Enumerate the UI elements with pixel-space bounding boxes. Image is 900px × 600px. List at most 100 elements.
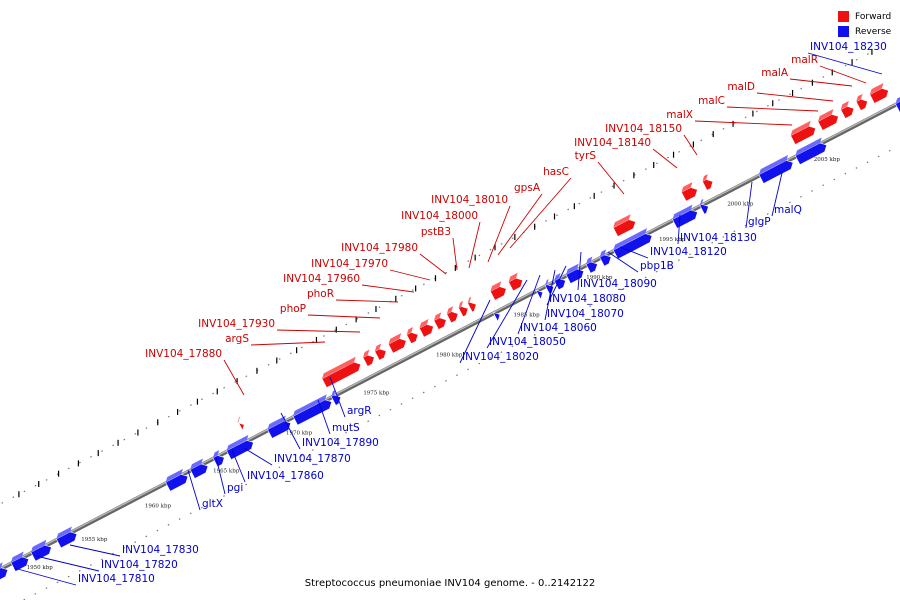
reverse-gene-label: INV104_18080: [549, 293, 626, 305]
reverse-gene-label: INV104_17810: [78, 573, 155, 585]
reverse-gene-box-top: [212, 450, 220, 458]
forward-gene-label-leader: [683, 134, 698, 156]
forward-gene-box: [458, 301, 469, 318]
reverse-gene-box: [553, 273, 566, 291]
forward-gene-box: [508, 272, 524, 292]
genome-backbone-highlight: [0, 100, 900, 570]
forward-gene-label: INV104_18000: [401, 210, 478, 222]
tick-label: 1970 kbp: [286, 431, 313, 437]
forward-gene-box-top: [681, 182, 693, 193]
forward-gene-box-top: [362, 349, 370, 358]
forward-gene-label: INV104_18150: [605, 123, 682, 135]
forward-gene-box-top: [237, 416, 241, 423]
forward-gene-label: argS: [225, 333, 249, 345]
forward-gene-label: INV104_17880: [145, 348, 222, 360]
reverse-gene-box-top: [267, 415, 286, 430]
forward-gene-box-top: [406, 327, 414, 335]
reverse-gene-label: INV104_17890: [302, 437, 379, 449]
forward-gene-label-leader: [726, 106, 819, 112]
forward-gene-label-leader: [276, 329, 361, 333]
forward-gene-box: [869, 82, 889, 104]
forward-gene-box-top: [840, 100, 849, 110]
upper-dotted-lane: [0, 47, 879, 505]
forward-gene-label: hasC: [543, 166, 569, 178]
reverse-gene-label-leader: [13, 567, 77, 586]
reverse-gene-box: [30, 539, 52, 562]
reverse-gene-label-leader: [486, 279, 528, 349]
forward-gene-box-body: [790, 125, 817, 145]
forward-gene-box-body: [374, 348, 387, 361]
reverse-gene-box-body: [30, 544, 52, 562]
reverse-gene-box-top: [493, 307, 496, 313]
forward-gene-box-top: [374, 343, 382, 352]
forward-gene-label: pstB3: [421, 226, 451, 238]
forward-gene-label-leader: [652, 148, 678, 169]
forward-gene-box-top: [508, 272, 518, 282]
forward-gene-label: INV104_18010: [431, 194, 508, 206]
forward-gene-label: INV104_17970: [311, 258, 388, 270]
reverse-gene-label: INV104_17860: [247, 470, 324, 482]
forward-gene-label: malD: [727, 81, 755, 93]
legend: Forward Reverse: [838, 9, 891, 39]
reverse-gene-box-body: [672, 209, 698, 229]
legend-reverse-label: Reverse: [855, 26, 892, 37]
lower-dotted-lane: [22, 144, 900, 600]
reverse-gene-box-top: [699, 198, 704, 206]
reverse-gene-box-body: [585, 261, 598, 274]
forward-gene-box-body: [446, 311, 459, 324]
forward-gene-label: gpsA: [514, 182, 541, 194]
tick-label: 1995 kbp: [659, 237, 686, 243]
reverse-gene-box-body: [212, 455, 225, 468]
reverse-gene-box-top: [795, 137, 822, 156]
reverse-gene-label-leader: [807, 52, 883, 75]
reverse-gene-box-top: [535, 284, 538, 291]
legend-forward-label: Forward: [855, 11, 892, 22]
tick-label: 1975 kbp: [363, 390, 390, 396]
reverse-gene-box-top: [226, 434, 249, 451]
reverse-gene-label: INV104_17820: [101, 559, 178, 571]
caption: Streptococcus pneumoniae INV104 genome. …: [304, 578, 596, 589]
forward-gene-box: [612, 214, 636, 237]
forward-gene-label: INV104_17930: [198, 318, 275, 330]
forward-gene-box: [236, 416, 245, 433]
reverse-gene-label: argR: [347, 405, 372, 417]
reverse-gene-label-leader: [459, 299, 491, 364]
forward-gene-label-leader: [389, 269, 431, 281]
reverse-gene-box-body: [794, 142, 828, 166]
forward-gene-label: malC: [698, 95, 725, 107]
forward-gene-box-top: [467, 296, 472, 304]
reverse-gene-box-top: [672, 204, 693, 220]
forward-gene-box-body: [489, 286, 507, 301]
forward-gene-box-top: [433, 312, 442, 321]
reverse-gene-label: INV104_18130: [680, 232, 757, 244]
reverse-gene-label: malQ: [774, 204, 802, 216]
reverse-gene-label: INV104_18060: [520, 322, 597, 334]
forward-gene-box: [702, 174, 714, 191]
reverse-gene-box-top: [613, 228, 648, 251]
reverse-gene-box: [165, 468, 189, 492]
forward-gene-box-top: [490, 281, 502, 292]
forward-gene-label-leader: [497, 193, 543, 256]
reverse-swatch: [838, 26, 849, 37]
forward-gene-label: phoR: [307, 288, 334, 300]
forward-gene-label-leader: [487, 205, 511, 263]
forward-gene-box-top: [856, 93, 863, 102]
reverse-gene-label-leader: [215, 456, 226, 495]
reverse-gene-box: [585, 256, 598, 274]
reverse-gene-box-body: [165, 473, 189, 492]
reverse-gene-label: INV104_18090: [580, 278, 657, 290]
reverse-gene-label-leader: [517, 274, 541, 335]
reverse-gene-box: [758, 155, 794, 184]
reverse-gene-box: [226, 434, 254, 461]
reverse-gene-box-body: [612, 233, 653, 260]
reverse-gene-label-leader: [607, 251, 639, 273]
tick-label: 2005 kbp: [814, 157, 841, 163]
forward-gene-box: [446, 306, 459, 324]
forward-gene-box: [790, 120, 817, 145]
reverse-gene-box: [189, 458, 209, 479]
forward-gene-label-leader: [509, 177, 572, 249]
reverse-gene-box-top: [293, 394, 327, 417]
tick-label: 1965 kbp: [213, 468, 240, 474]
reverse-gene-box-top: [554, 273, 561, 281]
forward-gene-box: [388, 333, 407, 354]
